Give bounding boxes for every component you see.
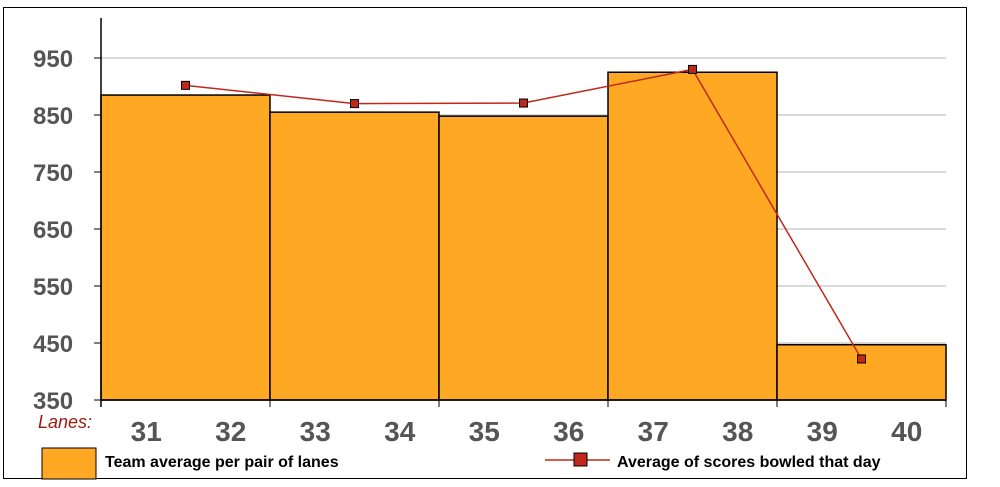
bar bbox=[438, 115, 609, 401]
y-tick-label: 350 bbox=[33, 388, 73, 415]
y-tick-label: 650 bbox=[33, 217, 73, 244]
y-tick-labels: 350 450 550 650 750 850 950 bbox=[33, 46, 73, 415]
y-tick-label: 550 bbox=[33, 274, 73, 301]
x-tick-label: 32 bbox=[215, 416, 246, 447]
x-tick-label: 39 bbox=[807, 416, 838, 447]
bars bbox=[100, 71, 947, 401]
y-tick-label: 850 bbox=[33, 103, 73, 130]
y-tick-label: 750 bbox=[33, 160, 73, 187]
x-tick-label: 35 bbox=[469, 416, 500, 447]
bar bbox=[269, 111, 440, 401]
x-axis-label: Lanes: bbox=[38, 412, 92, 432]
x-tick-label: 31 bbox=[131, 416, 162, 447]
line-point bbox=[181, 80, 190, 90]
bar bbox=[776, 343, 947, 401]
legend-bar-swatch bbox=[41, 447, 97, 480]
x-tick-label: 34 bbox=[384, 416, 416, 447]
x-tick-label: 40 bbox=[891, 416, 922, 447]
x-tick-label: 36 bbox=[553, 416, 584, 447]
x-tick-labels: 31 32 33 34 35 36 37 38 39 40 bbox=[131, 416, 923, 447]
bar bbox=[607, 71, 778, 401]
line-point bbox=[857, 354, 866, 364]
legend-bar-label: Team average per pair of lanes bbox=[105, 454, 339, 471]
line-point bbox=[688, 64, 697, 74]
x-tick-label: 37 bbox=[638, 416, 669, 447]
chart-frame bbox=[3, 7, 967, 479]
y-tick-label: 950 bbox=[33, 46, 73, 73]
axes bbox=[100, 18, 947, 407]
x-tick-label: 38 bbox=[722, 416, 753, 447]
legend-line-marker bbox=[573, 452, 588, 467]
line-point bbox=[350, 99, 359, 109]
average-line bbox=[181, 64, 866, 364]
x-tick-label: 33 bbox=[300, 416, 331, 447]
line-point bbox=[519, 98, 528, 108]
bar bbox=[100, 94, 271, 401]
y-tick-label: 450 bbox=[33, 331, 73, 358]
legend: Team average per pair of lanes Average o… bbox=[41, 447, 881, 480]
legend-line-label: Average of scores bowled that day bbox=[617, 454, 881, 471]
